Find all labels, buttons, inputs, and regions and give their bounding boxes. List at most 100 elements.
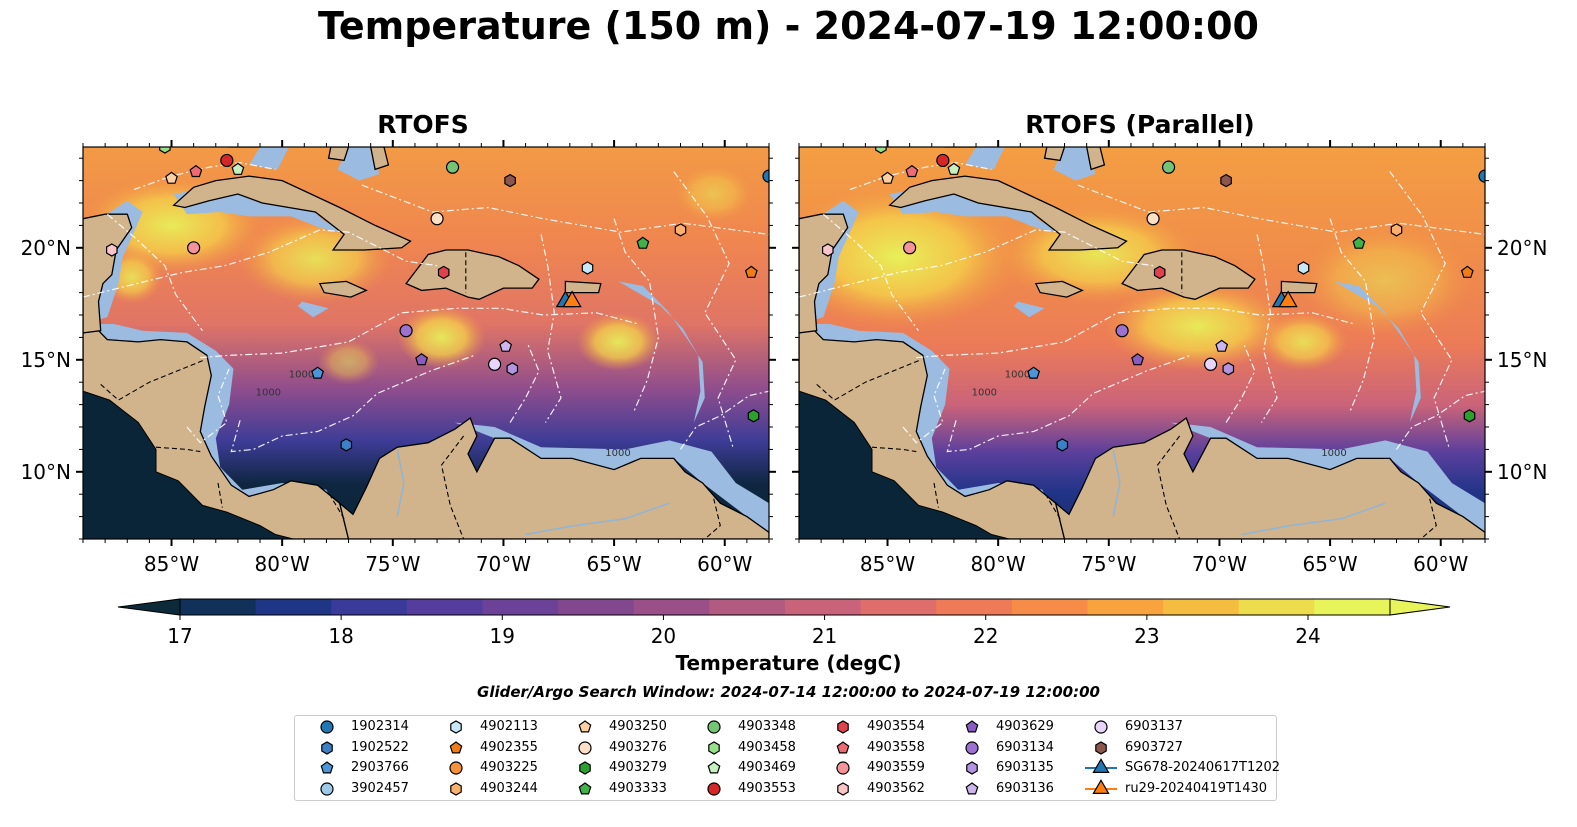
legend-marker-icon [578, 720, 592, 733]
legend-marker-icon [965, 781, 979, 794]
warm-eddy [1259, 312, 1348, 371]
legend-marker-icon [837, 781, 849, 796]
colorbar-segment [1163, 599, 1240, 615]
argo-marker-4903553 [220, 153, 234, 168]
colorbar-segment [1238, 599, 1315, 615]
legend-label: 4903558 [867, 739, 925, 755]
argo-marker-6903136 [1215, 339, 1229, 352]
colorbar-segment [558, 599, 635, 615]
eez-boundary [540, 234, 562, 423]
argo-marker-4903279 [747, 409, 760, 423]
shallow-shelf [1170, 422, 1485, 533]
argo-marker-6903135 [506, 362, 519, 376]
colorbar-segment [860, 599, 937, 615]
country-border [155, 446, 201, 453]
warm-eddy [1296, 225, 1474, 338]
eez-boundary [673, 171, 737, 450]
legend-item: 6903135 [954, 758, 1134, 778]
legend-item: 4903225 [438, 758, 618, 778]
lon-tick-label: 65°W [1302, 552, 1357, 576]
argo-marker-6903134 [399, 324, 413, 338]
shallow-shelf [1053, 147, 1096, 181]
warm-eddy [317, 339, 380, 385]
legend-label: 4903333 [609, 780, 667, 796]
legend-item: 4903554 [825, 717, 1005, 737]
legend-item: 1902522 [309, 738, 489, 758]
argo-marker-2903766 [311, 366, 325, 379]
colorbar-label: Temperature (degC) [675, 651, 902, 675]
legend-item: 4903333 [567, 779, 747, 799]
legend-item: 6903134 [954, 738, 1134, 758]
eez-boundary [133, 162, 276, 191]
legend-marker-icon [1092, 758, 1110, 773]
legend-label: 4903250 [609, 719, 667, 734]
lon-tick-label: 80°W [255, 552, 310, 576]
eez-boundary [613, 218, 660, 412]
land-southAmerica [338, 416, 769, 539]
legend-item: 6903727 [1083, 738, 1263, 758]
argo-marker-6903137 [488, 357, 502, 371]
legend-label: 6903136 [996, 780, 1054, 796]
colorbar-segment [180, 599, 257, 615]
eez-boundary [186, 368, 230, 444]
legend-label: 4903554 [867, 719, 925, 734]
argo-marker-4902355 [744, 265, 758, 278]
land-cuba [172, 175, 412, 251]
legend-marker-icon [966, 761, 978, 775]
argo-marker-4903558 [905, 164, 919, 178]
legend-marker-icon [449, 740, 463, 753]
colorbar-tick-label: 18 [328, 624, 354, 648]
eez-boundary [1389, 171, 1453, 450]
isobath-label: 1000 [1321, 448, 1346, 459]
argo-marker-1902522 [340, 438, 353, 452]
argo-marker-1902522 [1056, 438, 1069, 452]
land-bahamas1 [1043, 147, 1066, 162]
eez-boundary [230, 354, 475, 453]
pacific-ocean [83, 390, 294, 539]
eez-boundary [680, 390, 769, 450]
argo-marker-4903559 [903, 241, 917, 255]
colorbar-tick-label: 20 [650, 624, 677, 648]
legend-item: 4903348 [696, 717, 876, 737]
lat-tick-label: 15°N [21, 348, 71, 372]
lon-tick-label: 75°W [365, 552, 420, 576]
legend-marker-icon [450, 720, 462, 734]
lat-tick-label: 15°N [1497, 348, 1547, 372]
river [396, 449, 405, 517]
legend-label: 4903458 [738, 739, 796, 755]
legend-item: 6903137 [1083, 717, 1263, 737]
panel-title-rtofs: RTOFS [377, 110, 469, 139]
argo-marker-4903250 [881, 171, 894, 184]
legend-marker-icon [321, 740, 333, 755]
argo-marker-4903562 [821, 243, 834, 257]
land-floridaTip [944, 147, 977, 148]
argo-marker-4903559 [187, 241, 201, 255]
eez-boundary [1077, 184, 1485, 235]
land-hispaniola [1121, 249, 1256, 300]
land-yucatan [83, 213, 133, 334]
legend-marker-icon [965, 740, 979, 755]
argo-marker-1902314 [1478, 169, 1485, 183]
eez-boundary [916, 307, 1355, 359]
legend-label: 6903137 [1125, 719, 1183, 734]
isobath-label: 1000 [1005, 370, 1030, 381]
land-jamaica [1034, 280, 1084, 298]
legend-item: 4903469 [696, 758, 876, 778]
warm-eddy [1104, 281, 1291, 372]
colorbar-tick-label: 17 [167, 624, 193, 648]
lon-tick-label: 70°W [476, 552, 531, 576]
country-border [704, 498, 721, 539]
lat-tick-label: 20°N [21, 236, 71, 260]
figure-title: Temperature (150 m) - 2024-07-19 12:00:0… [317, 4, 1259, 48]
shallow-shelf [1013, 301, 1045, 318]
argo-marker-4903562 [105, 243, 118, 257]
argo-marker-4903333 [636, 236, 650, 249]
legend-item: SG678-20240617T1202 [1083, 758, 1280, 778]
colorbar-segment [406, 599, 483, 615]
argo-marker-4903469 [947, 162, 961, 175]
legend-item: 4903276 [567, 738, 747, 758]
land-puertoRico [564, 280, 602, 294]
argo-marker-4903250 [165, 171, 178, 184]
map-rtofs-parallel: 1000 1000 1000 85°W 80°W 75°W 70°W 65°W 60°W 20°N… [792, 140, 1547, 576]
legend: 1902314 1902522 2903766 3902457 4902113 49023… [294, 715, 1280, 801]
